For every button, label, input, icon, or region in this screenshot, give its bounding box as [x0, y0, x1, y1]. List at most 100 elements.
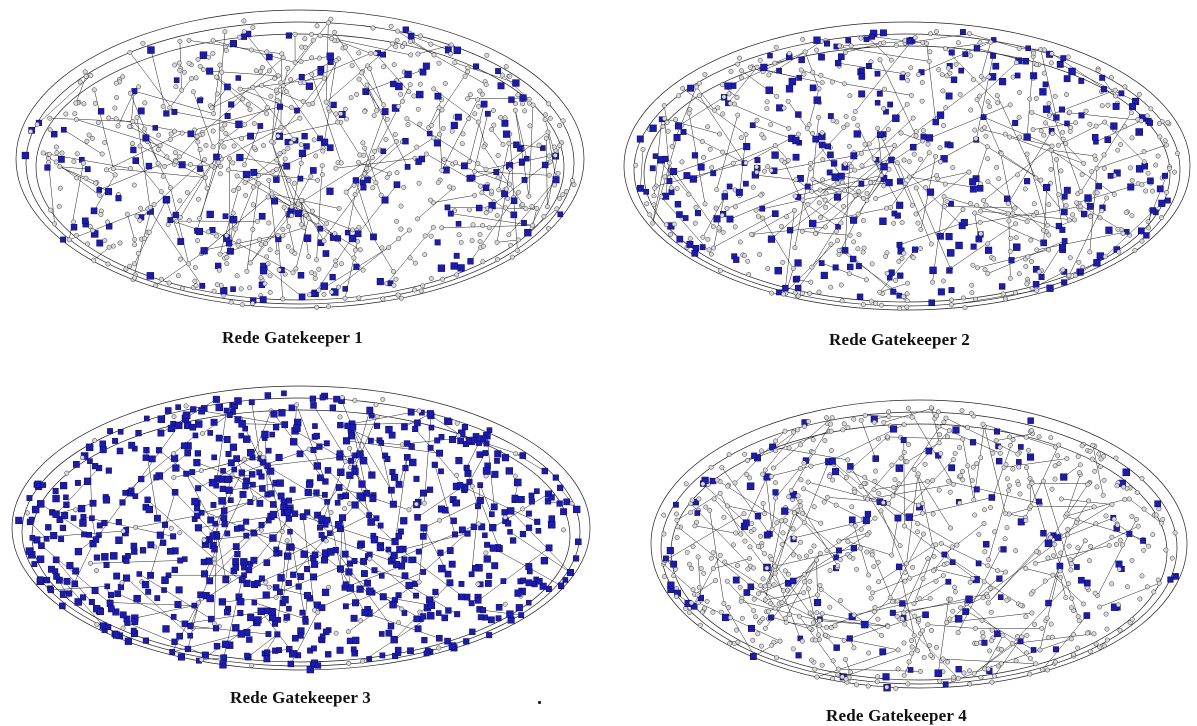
edge	[450, 213, 533, 226]
edge	[1036, 231, 1127, 251]
nodes-group	[15, 390, 582, 674]
network-node	[858, 526, 864, 532]
network-node	[801, 519, 807, 525]
gatekeeper-node	[342, 492, 349, 499]
gatekeeper-node	[124, 637, 132, 645]
gatekeeper-node	[566, 569, 574, 577]
network-node	[909, 650, 915, 656]
edge	[812, 179, 840, 194]
network-node	[272, 76, 278, 81]
edge	[857, 125, 882, 176]
edge	[132, 211, 151, 280]
network-node	[210, 144, 216, 150]
network-node	[714, 187, 720, 193]
gatekeeper-node	[385, 629, 393, 637]
gatekeeper-node	[1078, 268, 1084, 275]
network-node	[864, 532, 870, 538]
network-node	[266, 68, 272, 74]
network-node	[102, 140, 108, 145]
network-node	[475, 160, 481, 166]
nodes-group	[660, 405, 1179, 692]
network-node	[754, 117, 760, 123]
gatekeeper-node	[115, 519, 122, 526]
gatekeeper-node	[215, 403, 223, 412]
edge	[844, 83, 912, 96]
edge	[790, 423, 831, 491]
network-node	[896, 258, 902, 264]
gatekeeper-node	[258, 521, 265, 528]
network-node	[236, 238, 242, 244]
gatekeeper-node	[276, 647, 282, 653]
gatekeeper-node	[1036, 498, 1042, 505]
network-node	[1077, 462, 1083, 468]
network-node	[167, 137, 173, 142]
network-node	[394, 138, 399, 144]
network-node	[956, 675, 961, 681]
network-node	[352, 398, 358, 403]
network-node	[805, 586, 811, 592]
network-node	[476, 521, 481, 527]
gatekeeper-node	[317, 135, 323, 142]
gatekeeper-node	[211, 454, 217, 461]
gatekeeper-node	[180, 442, 188, 450]
gatekeeper-node	[545, 585, 552, 592]
network-node	[795, 131, 801, 137]
gatekeeper-node	[283, 614, 291, 621]
gatekeeper-node	[781, 507, 789, 515]
edge	[474, 171, 550, 176]
network-node	[694, 84, 699, 90]
edge	[327, 470, 377, 519]
gatekeeper-node	[1060, 473, 1068, 481]
gatekeeper-node	[767, 235, 776, 243]
gatekeeper-node	[726, 183, 733, 190]
gatekeeper-node	[880, 175, 888, 182]
network-node	[724, 578, 730, 584]
network-node	[1043, 120, 1048, 126]
gatekeeper-node	[367, 437, 374, 444]
gatekeeper-node	[156, 531, 164, 539]
gatekeeper-node	[1118, 90, 1125, 97]
network-node	[168, 131, 174, 137]
network-node	[1029, 610, 1035, 616]
network-node	[762, 597, 768, 603]
network-node	[1075, 613, 1081, 619]
network-node	[1097, 644, 1103, 650]
gatekeeper-node	[91, 587, 99, 595]
network-node	[790, 552, 796, 558]
gatekeeper-node	[472, 564, 479, 572]
edge	[794, 512, 840, 551]
network-node	[46, 159, 51, 165]
edge	[1089, 168, 1098, 252]
gatekeeper-node	[146, 272, 155, 280]
gatekeeper-node	[771, 151, 779, 159]
gatekeeper-node	[517, 145, 524, 152]
gatekeeper-node	[820, 271, 828, 279]
network-node	[547, 159, 553, 165]
edge	[866, 178, 885, 201]
network-node	[98, 212, 104, 217]
gatekeeper-node	[336, 646, 344, 654]
network-node	[872, 609, 877, 615]
network-node	[835, 238, 841, 244]
gatekeeper-node	[540, 557, 549, 565]
network-node	[420, 283, 426, 289]
edge	[169, 78, 192, 108]
gatekeeper-node	[426, 486, 434, 493]
network-node	[871, 564, 877, 570]
network-node	[726, 604, 731, 610]
network-node	[1075, 545, 1081, 551]
network-node	[484, 52, 490, 58]
network-node	[241, 18, 247, 24]
network-node	[1031, 201, 1037, 207]
gatekeeper-node	[937, 288, 945, 296]
gatekeeper-node	[60, 126, 67, 133]
gatekeeper-node	[250, 481, 256, 488]
network-node	[1007, 434, 1013, 440]
network-node	[292, 31, 298, 37]
network-node	[475, 119, 481, 125]
network-node	[782, 428, 788, 434]
network-node	[315, 609, 321, 615]
edge	[755, 174, 796, 180]
gatekeeper-node	[298, 74, 305, 81]
network-node	[1143, 188, 1149, 194]
